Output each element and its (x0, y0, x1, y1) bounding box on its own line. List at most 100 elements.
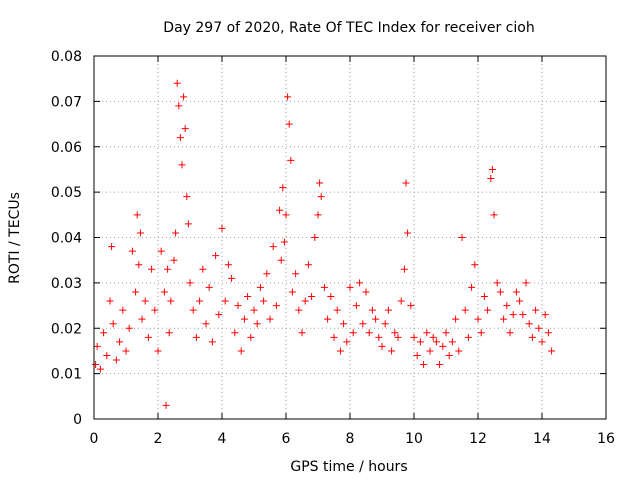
data-point (125, 324, 133, 332)
data-point (509, 311, 517, 319)
data-point (228, 274, 236, 282)
data-point (253, 320, 261, 328)
data-point (266, 315, 274, 323)
data-point (172, 229, 180, 237)
data-point (458, 234, 466, 241)
data-point (199, 265, 207, 273)
y-tick-label: 0.03 (51, 276, 82, 292)
data-point (132, 288, 140, 296)
data-point (391, 329, 399, 337)
data-point (372, 315, 380, 323)
data-point (103, 351, 111, 359)
data-point (151, 306, 159, 314)
data-point (423, 329, 431, 337)
data-point (196, 297, 204, 305)
data-point (452, 315, 460, 323)
data-point (205, 283, 213, 291)
data-point (432, 338, 440, 346)
data-point (493, 279, 501, 287)
data-point (388, 347, 396, 355)
data-point (532, 306, 540, 314)
data-point (173, 79, 181, 87)
data-point (186, 279, 194, 287)
data-point (327, 292, 335, 300)
data-point (184, 220, 192, 228)
data-point (356, 279, 364, 287)
x-tick-label: 12 (469, 431, 487, 447)
x-tick-label: 4 (218, 431, 227, 447)
data-point (352, 302, 360, 310)
data-point (474, 315, 482, 323)
data-point (292, 270, 300, 278)
data-point (269, 243, 277, 251)
data-point (106, 297, 114, 305)
data-point (162, 401, 170, 409)
data-point (260, 297, 268, 305)
data-point (317, 193, 325, 201)
data-point (100, 329, 108, 337)
data-point (333, 306, 341, 314)
data-point (272, 302, 280, 310)
data-point (538, 338, 546, 346)
y-tick-label: 0.08 (51, 49, 82, 65)
data-point (93, 342, 101, 350)
data-point (365, 329, 373, 337)
data-point (277, 256, 285, 264)
data-point (212, 252, 220, 260)
data-point (164, 265, 172, 273)
data-point (480, 292, 488, 300)
data-point (128, 247, 136, 255)
data-point (175, 102, 183, 110)
data-point (136, 229, 144, 237)
data-point (287, 156, 295, 164)
data-point (544, 329, 552, 337)
data-point (192, 333, 200, 341)
data-point (490, 211, 498, 219)
data-point (349, 329, 357, 337)
data-point (464, 333, 472, 341)
y-tick-label: 0.07 (51, 94, 82, 110)
data-point (336, 347, 344, 355)
data-point (250, 306, 258, 314)
data-point (133, 211, 141, 219)
data-point (119, 306, 127, 314)
data-point (343, 338, 351, 346)
data-point (215, 311, 223, 319)
data-point (461, 306, 469, 314)
data-point (420, 361, 428, 369)
data-point (301, 297, 309, 305)
data-point (202, 320, 210, 328)
x-tick-label: 14 (533, 431, 551, 447)
data-point (368, 306, 376, 314)
data-point (218, 224, 226, 232)
data-point (394, 333, 402, 341)
y-axis-label: ROTI / TECUs (7, 192, 23, 284)
data-point (108, 243, 116, 251)
data-point (109, 320, 117, 328)
data-point (221, 297, 229, 305)
data-point (308, 292, 316, 300)
data-point (506, 329, 514, 337)
data-point (141, 297, 149, 305)
data-point (468, 283, 476, 291)
data-point (426, 347, 434, 355)
data-point (165, 329, 173, 337)
data-point (503, 302, 511, 310)
x-tick-label: 6 (282, 431, 291, 447)
data-point (477, 329, 485, 337)
data-point (375, 333, 383, 341)
data-point (96, 365, 104, 373)
x-tick-label: 10 (405, 431, 423, 447)
data-point (519, 311, 527, 319)
data-point (311, 234, 319, 241)
data-point (488, 165, 496, 173)
data-point (362, 288, 370, 296)
data-point (263, 270, 271, 278)
data-point (180, 93, 188, 101)
data-point (384, 306, 392, 314)
data-point (167, 297, 175, 305)
data-point (324, 315, 332, 323)
data-point (535, 324, 543, 332)
data-point (512, 288, 520, 296)
data-point (256, 283, 264, 291)
